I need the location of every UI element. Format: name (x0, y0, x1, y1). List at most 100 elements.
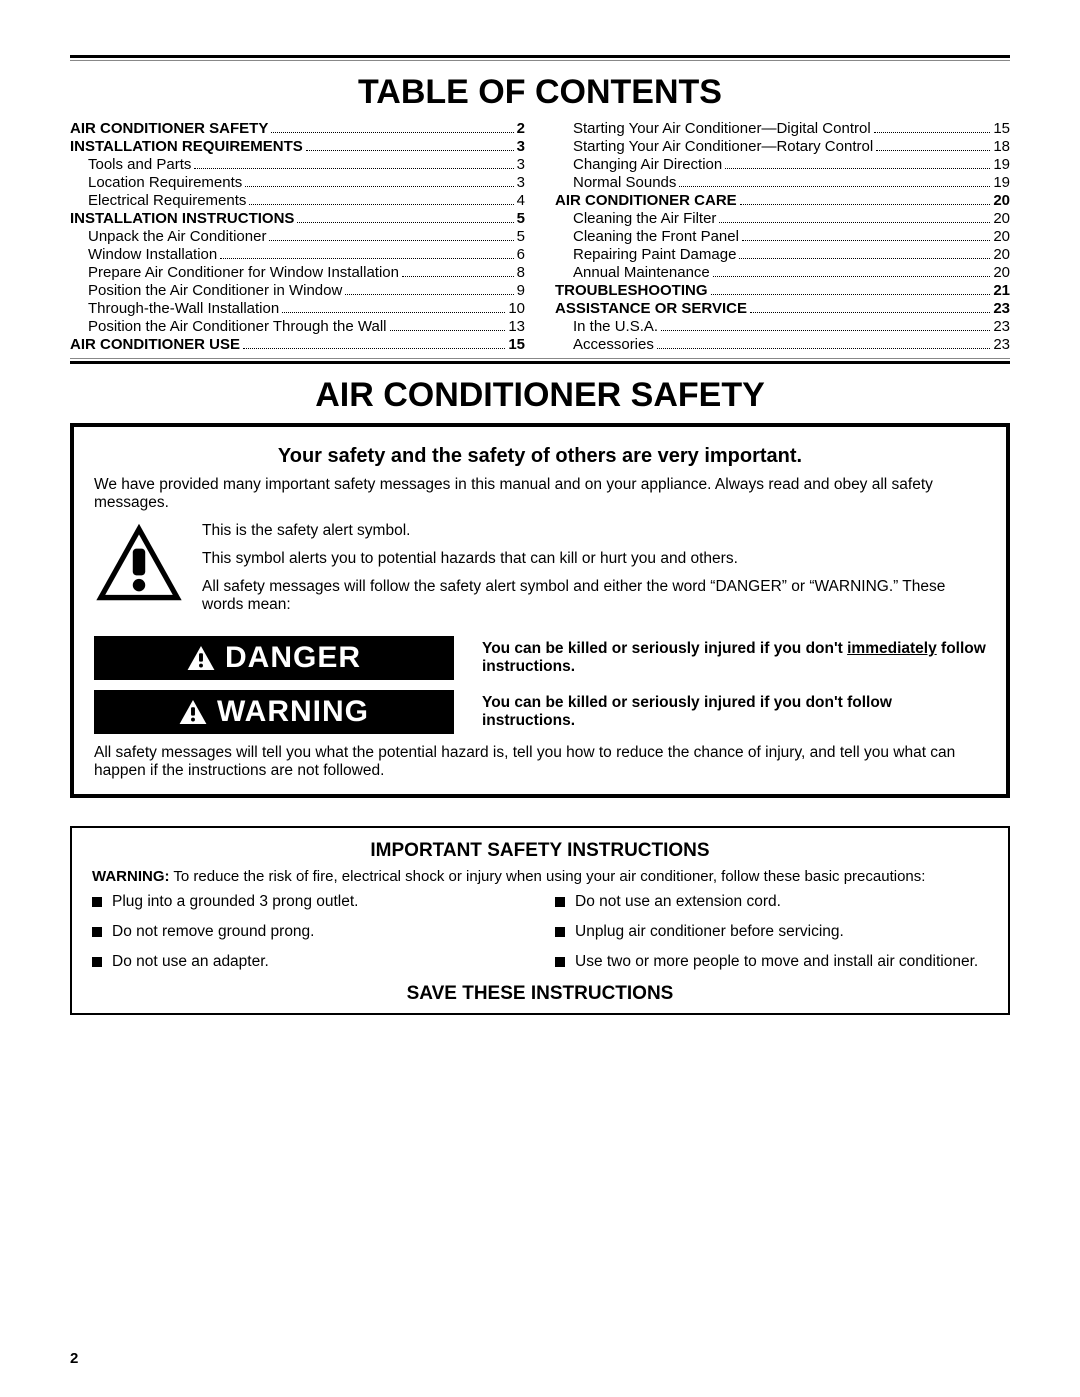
instructions-left: Plug into a grounded 3 prong outlet. Do n… (92, 893, 525, 983)
toc-label: Cleaning the Front Panel (555, 228, 739, 246)
toc-page: 3 (517, 156, 525, 174)
toc-dots (269, 240, 513, 241)
toc-page: 20 (993, 264, 1010, 282)
toc-row: INSTALLATION REQUIREMENTS3 (70, 138, 525, 156)
alert-triangle-icon (94, 522, 184, 607)
square-bullet-icon (92, 897, 102, 907)
toc-page: 10 (508, 300, 525, 318)
toc-page: 6 (517, 246, 525, 264)
toc-dots (194, 168, 513, 169)
toc-bottom-rule (70, 358, 1010, 364)
toc-page: 23 (993, 300, 1010, 318)
toc-page: 19 (993, 156, 1010, 174)
toc-label: AIR CONDITIONER USE (70, 336, 240, 354)
toc-title: TABLE OF CONTENTS (70, 73, 1010, 112)
toc-dots (282, 312, 505, 313)
toc-dots (306, 150, 514, 151)
toc-row: AIR CONDITIONER CARE20 (555, 192, 1010, 210)
toc-label: INSTALLATION INSTRUCTIONS (70, 210, 294, 228)
danger-label: DANGER (225, 641, 361, 675)
toc-label: TROUBLESHOOTING (555, 282, 708, 300)
save-instructions: SAVE THESE INSTRUCTIONS (92, 983, 988, 1005)
alert-icon (179, 698, 207, 726)
toc-page: 23 (993, 318, 1010, 336)
bullet-item: Do not remove ground prong. (92, 923, 525, 941)
toc-page: 20 (993, 210, 1010, 228)
toc-row: Window Installation 6 (70, 246, 525, 264)
toc-row: AIR CONDITIONER USE 15 (70, 336, 525, 354)
toc-label: In the U.S.A. (555, 318, 658, 336)
warning-label: WARNING (217, 695, 369, 729)
instructions-right: Do not use an extension cord.Unplug air … (555, 893, 988, 983)
toc-page: 3 (517, 174, 525, 192)
toc-label: Electrical Requirements (70, 192, 246, 210)
toc-label: Window Installation (70, 246, 217, 264)
alert-symbol-row: This is the safety alert symbol. This sy… (94, 522, 986, 624)
page-number: 2 (70, 1350, 78, 1367)
toc-page: 8 (517, 264, 525, 282)
bullet-text: Do not use an adapter. (112, 953, 269, 971)
toc-dots (740, 204, 991, 205)
safety-box: Your safety and the safety of others are… (70, 423, 1010, 798)
instructions-box: IMPORTANT SAFETY INSTRUCTIONS WARNING: T… (70, 826, 1010, 1015)
toc-label: Normal Sounds (555, 174, 676, 192)
toc-label: Cleaning the Air Filter (555, 210, 716, 228)
toc-row: Position the Air Conditioner in Window9 (70, 282, 525, 300)
toc-label: AIR CONDITIONER SAFETY (70, 120, 268, 138)
toc-row: Annual Maintenance20 (555, 264, 1010, 282)
bullet-text: Do not remove ground prong. (112, 923, 314, 941)
toc-page: 20 (993, 192, 1010, 210)
toc-row: Unpack the Air Conditioner5 (70, 228, 525, 246)
bullet-item: Unplug air conditioner before servicing. (555, 923, 988, 941)
toc-row: In the U.S.A. 23 (555, 318, 1010, 336)
toc-label: Unpack the Air Conditioner (70, 228, 266, 246)
toc-left-column: AIR CONDITIONER SAFETY2INSTALLATION REQU… (70, 120, 525, 354)
safety-heading: Your safety and the safety of others are… (94, 445, 986, 468)
toc-page: 4 (517, 192, 525, 210)
bullet-item: Plug into a grounded 3 prong outlet. (92, 893, 525, 911)
square-bullet-icon (555, 957, 565, 967)
warning-sign: WARNING (94, 690, 454, 734)
toc-label: Accessories (555, 336, 654, 354)
instructions-columns: Plug into a grounded 3 prong outlet. Do n… (92, 893, 988, 983)
safety-intro: We have provided many important safety m… (94, 476, 986, 512)
toc-dots (297, 222, 513, 223)
toc-dots (390, 330, 506, 331)
toc-row: Tools and Parts3 (70, 156, 525, 174)
toc-row: Cleaning the Air Filter 20 (555, 210, 1010, 228)
toc-page: 3 (517, 138, 525, 156)
toc-dots (245, 186, 513, 187)
page: TABLE OF CONTENTS AIR CONDITIONER SAFETY… (0, 0, 1080, 1015)
square-bullet-icon (555, 927, 565, 937)
toc-dots (713, 276, 991, 277)
toc-page: 15 (993, 120, 1010, 138)
toc-dots (876, 150, 990, 151)
toc-row: Position the Air Conditioner Through the… (70, 318, 525, 336)
instructions-title: IMPORTANT SAFETY INSTRUCTIONS (92, 840, 988, 862)
toc-row: AIR CONDITIONER SAFETY2 (70, 120, 525, 138)
square-bullet-icon (92, 927, 102, 937)
toc-label: Location Requirements (70, 174, 242, 192)
toc-row: Prepare Air Conditioner for Window Insta… (70, 264, 525, 282)
danger-description: You can be killed or seriously injured i… (482, 640, 986, 676)
alert-icon (187, 644, 215, 672)
toc-dots (711, 294, 991, 295)
bullet-item: Do not use an adapter. (92, 953, 525, 971)
toc-dots (243, 348, 505, 349)
bullet-text: Unplug air conditioner before servicing. (575, 923, 844, 941)
toc-row: Location Requirements 3 (70, 174, 525, 192)
toc-row: Normal Sounds19 (555, 174, 1010, 192)
toc-label: Prepare Air Conditioner for Window Insta… (70, 264, 399, 282)
toc-dots (739, 258, 990, 259)
toc-dots (657, 348, 990, 349)
bullet-text: Use two or more people to move and insta… (575, 953, 978, 971)
toc-label: Starting Your Air Conditioner—Rotary Con… (555, 138, 873, 156)
toc-dots (345, 294, 513, 295)
toc-label: Position the Air Conditioner in Window (70, 282, 342, 300)
alert-line-2: This symbol alerts you to potential haza… (202, 550, 986, 568)
toc-page: 20 (993, 228, 1010, 246)
toc-row: Starting Your Air Conditioner—Rotary Con… (555, 138, 1010, 156)
toc-row: Changing Air Direction19 (555, 156, 1010, 174)
toc-page: 15 (508, 336, 525, 354)
toc-dots (742, 240, 990, 241)
